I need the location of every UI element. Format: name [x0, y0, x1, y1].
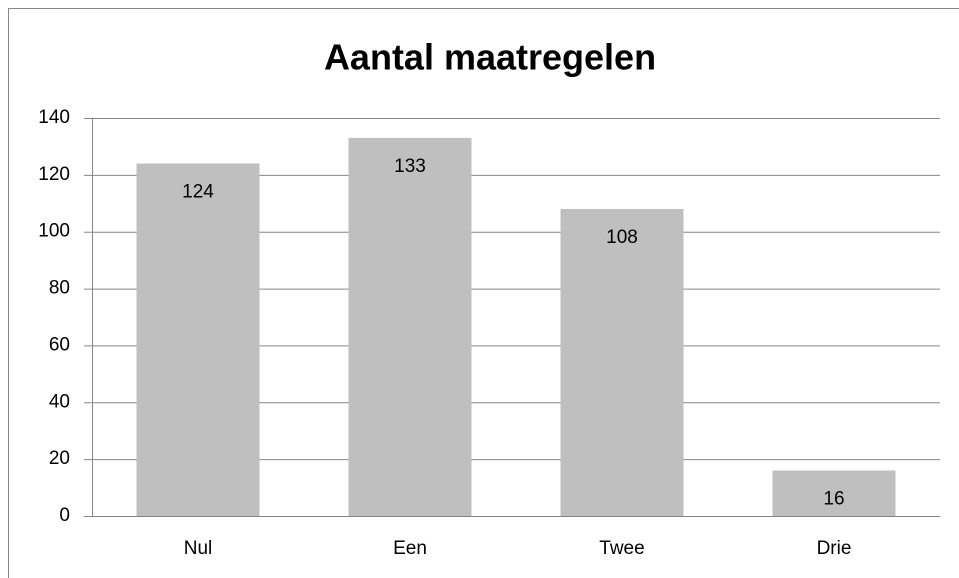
y-tick-label: 40 [49, 391, 70, 412]
data-label: 16 [823, 489, 844, 510]
bar [560, 208, 684, 516]
y-tick-label: 0 [59, 505, 70, 526]
y-tick-label: 60 [49, 334, 70, 355]
y-tick-label: 140 [38, 107, 70, 128]
y-tick-label: 20 [49, 448, 70, 469]
data-label: 124 [182, 182, 214, 203]
chart-title: Aantal maatregelen [324, 37, 656, 78]
bar [136, 163, 260, 516]
bar [348, 137, 472, 516]
y-tick-label: 100 [38, 221, 70, 242]
y-tick-label: 120 [38, 164, 70, 185]
x-tick-label: Nul [184, 538, 213, 559]
x-tick-label: Een [393, 538, 427, 559]
x-tick-label: Twee [599, 538, 644, 559]
data-label: 133 [394, 156, 426, 177]
x-tick-label: Drie [817, 538, 852, 559]
y-tick-label: 80 [49, 278, 70, 299]
bar [772, 470, 896, 516]
data-label: 108 [606, 227, 638, 248]
